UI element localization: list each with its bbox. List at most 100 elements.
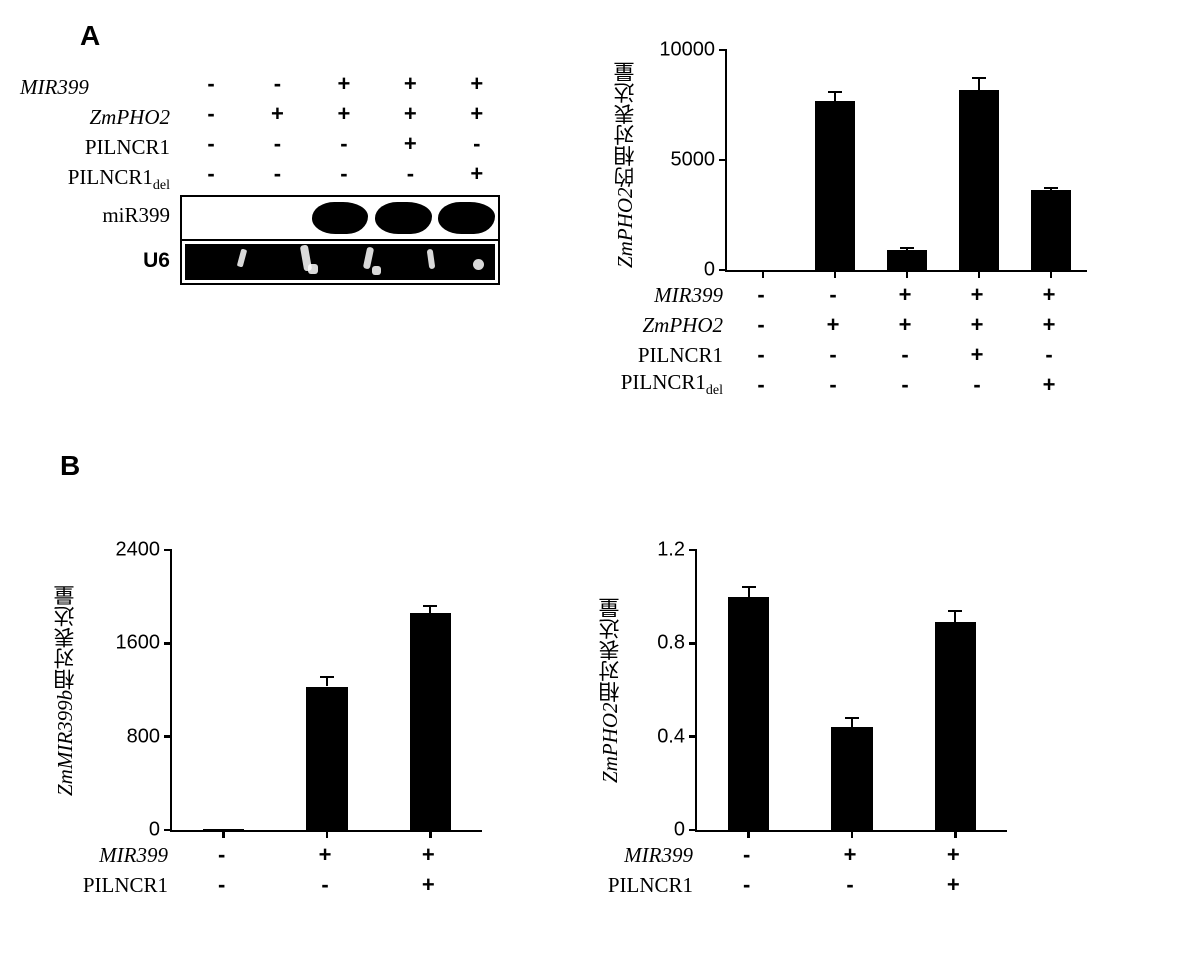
- sign: -: [797, 342, 869, 368]
- panel-label-a: A: [80, 20, 100, 52]
- ylabel-rest: 相对表达量: [53, 584, 77, 689]
- lane: [308, 197, 371, 239]
- sign: -: [246, 131, 308, 157]
- sign: +: [246, 101, 308, 127]
- sign: -: [180, 131, 242, 157]
- error-cap: [828, 91, 842, 93]
- u6-background: [185, 244, 495, 280]
- panel-label-b: B: [60, 450, 80, 482]
- lane: [372, 197, 435, 239]
- signs-row: -++++: [725, 312, 1085, 338]
- error-cap: [845, 717, 859, 719]
- sign: -: [797, 372, 869, 398]
- band: [375, 202, 432, 235]
- plot-area: 00.40.81.2: [695, 550, 1007, 832]
- sign: +: [1013, 372, 1085, 398]
- signs-zmpho2-a-left: - + + + +: [180, 101, 508, 127]
- under-labels-b-left: MIR399 -++ PILNCR1 --+: [50, 840, 530, 900]
- ytick-label: 5000: [671, 149, 716, 172]
- blot-row-u6: [182, 239, 498, 283]
- ytick-label: 0: [704, 259, 715, 282]
- sign: -: [313, 161, 375, 187]
- ul-zmpho2: ZmPHO2: [610, 313, 723, 338]
- signs-mir399-a-left: - - + + +: [180, 71, 508, 97]
- ylabel-ital: ZmPHO2: [613, 188, 637, 269]
- label-pilncr1: PILNCR1: [85, 135, 170, 159]
- signs-row: -++: [695, 842, 1005, 868]
- error-cap: [423, 605, 437, 607]
- sign: +: [798, 842, 901, 868]
- label-u6: U6: [143, 249, 170, 272]
- sign: -: [273, 872, 376, 898]
- chart-panel-a-right: ZmPHO2的相对表达量 0500010000 MIR399 --+++ ZmP…: [610, 40, 1130, 390]
- ul-pilncr1del-base: PILNCR1: [621, 370, 706, 394]
- blot-row-mir399: [182, 197, 498, 239]
- signs-pilncr1del-a-left: - - - - +: [180, 161, 508, 187]
- band-empty: [248, 202, 305, 235]
- speck: [473, 259, 484, 270]
- sign: +: [902, 842, 1005, 868]
- sign: +: [379, 101, 441, 127]
- ytick: [719, 159, 727, 162]
- bar: [959, 90, 999, 270]
- error-bar: [834, 92, 836, 101]
- plot-area: 080016002400: [170, 550, 482, 832]
- error-bar: [851, 718, 853, 727]
- ytick: [689, 735, 697, 738]
- xtick: [747, 830, 750, 838]
- lane: [245, 197, 308, 239]
- sign: -: [170, 842, 273, 868]
- sign: +: [941, 342, 1013, 368]
- sign: -: [725, 312, 797, 338]
- xtick: [1050, 270, 1053, 278]
- sign: -: [869, 342, 941, 368]
- sign: +: [446, 161, 508, 187]
- error-cap: [948, 610, 962, 612]
- xtick: [222, 830, 225, 838]
- ul-pilncr1del-sub: del: [706, 384, 723, 399]
- xtick: [906, 270, 909, 278]
- bar: [1031, 190, 1071, 270]
- sign: +: [869, 282, 941, 308]
- ytick-label: 10000: [659, 39, 715, 62]
- ytick: [164, 829, 172, 832]
- signs-row: --+++: [725, 282, 1085, 308]
- xtick: [954, 830, 957, 838]
- signs-row: --+: [170, 872, 480, 898]
- bar: [935, 622, 976, 830]
- xtick: [326, 830, 329, 838]
- ytick: [689, 829, 697, 832]
- ytick: [164, 642, 172, 645]
- sign: +: [941, 312, 1013, 338]
- bar: [410, 613, 451, 830]
- error-cap: [900, 247, 914, 249]
- error-bar: [429, 606, 431, 613]
- sign: +: [1013, 282, 1085, 308]
- speck: [308, 264, 318, 274]
- ytick-label: 2400: [116, 539, 161, 562]
- sign: +: [313, 71, 375, 97]
- sign: +: [313, 101, 375, 127]
- error-bar: [748, 587, 750, 596]
- error-cap: [1044, 187, 1058, 189]
- sign: +: [446, 101, 508, 127]
- sign: -: [725, 372, 797, 398]
- band: [312, 202, 369, 235]
- sign: -: [1013, 342, 1085, 368]
- signs-row: -++: [170, 842, 480, 868]
- sign: -: [797, 282, 869, 308]
- ylabel-b-right: ZmPHO2相对表达量: [595, 550, 625, 830]
- ytick-label: 0.4: [657, 725, 685, 748]
- sign: -: [869, 372, 941, 398]
- ytick-label: 0: [674, 819, 685, 842]
- sign: -: [725, 282, 797, 308]
- sign: +: [869, 312, 941, 338]
- band-empty: [185, 202, 242, 235]
- ytick: [164, 735, 172, 738]
- error-bar: [954, 611, 956, 623]
- sign: -: [798, 872, 901, 898]
- sign: -: [180, 101, 242, 127]
- ul-mir399: MIR399: [595, 843, 693, 868]
- ytick: [689, 642, 697, 645]
- ytick-label: 1600: [116, 632, 161, 655]
